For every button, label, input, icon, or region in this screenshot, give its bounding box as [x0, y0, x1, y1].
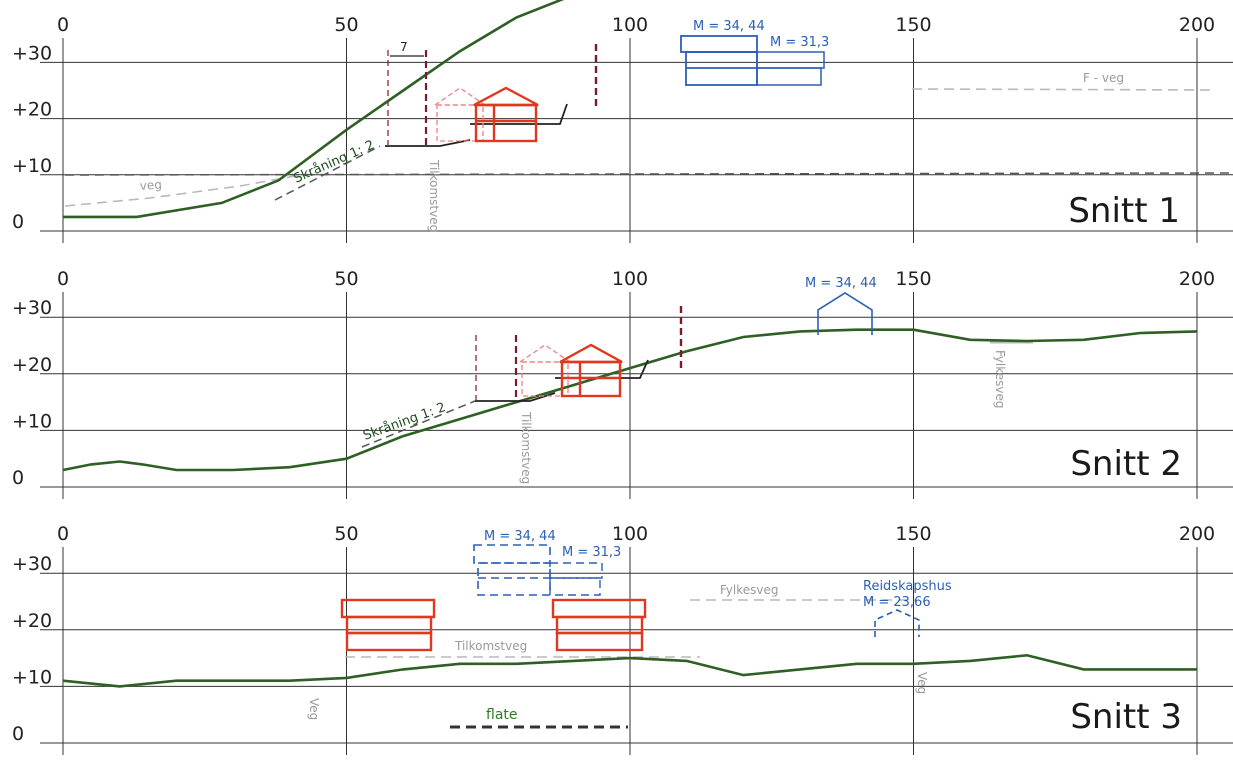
y-tick-label: 0	[12, 211, 24, 233]
county-road-label: Fylkesveg	[720, 583, 779, 597]
building-level-label: M = 34, 44	[805, 276, 877, 291]
road-label-left: Veg	[307, 698, 321, 720]
x-tick-label: 100	[612, 268, 648, 290]
x-tick-label: 100	[612, 14, 648, 36]
building-m34	[680, 35, 758, 86]
y-tick-label: +10	[12, 410, 52, 432]
y-tick-label: +10	[12, 666, 52, 688]
platform-outline-2	[470, 103, 568, 125]
x-tick-label: 200	[1179, 14, 1215, 36]
section-title-snitt-2: Snitt 2	[1070, 444, 1182, 484]
x-tick-label: 200	[1179, 268, 1215, 290]
platform-outline	[385, 139, 471, 147]
slope-line	[274, 145, 381, 201]
x-tick-label: 150	[895, 268, 931, 290]
x-tick-label: 150	[895, 14, 931, 36]
x-tick-label: 50	[334, 523, 358, 545]
building-m34-outline	[473, 544, 551, 596]
access-road-label: Tilkomstveg	[519, 411, 533, 484]
road-label-right: Veg	[915, 672, 929, 694]
tool-house-outline	[874, 609, 920, 637]
flat-surface-label: flate	[486, 707, 518, 723]
road-line-right	[911, 88, 1213, 91]
grid-snitt-2	[40, 292, 1233, 499]
building-level-label-2: M = 31,3	[562, 545, 621, 560]
road-label-right: F - veg	[1083, 71, 1124, 85]
house-left	[340, 598, 436, 652]
grid-snitt-1	[40, 38, 1233, 243]
x-tick-label: 0	[57, 268, 69, 290]
y-tick-label: 0	[12, 467, 24, 489]
tool-house-level-label: M = 23,66	[863, 595, 931, 610]
y-tick-label: +20	[12, 610, 52, 632]
panel-snitt-1: 0 50 100 150 200+30+20+100 veg F - veg Skrån…	[12, 0, 1233, 243]
house-right	[551, 598, 647, 652]
dimension-label: 7	[400, 40, 408, 54]
access-road-label: Tilkomstveg	[427, 159, 441, 232]
axis-labels-snitt-2: 0 50 100 150 200 +30 +20 +10 0	[12, 268, 1215, 489]
house	[473, 86, 539, 143]
terrain-line-snitt-3	[62, 653, 1197, 688]
slope-line	[361, 400, 476, 448]
terrain-line-snitt-1	[63, 0, 565, 219]
x-tick-label: 0	[57, 14, 69, 36]
y-tick-label: +30	[12, 297, 52, 319]
building-m31	[756, 51, 825, 86]
slope-label: Skråning 1: 2	[361, 400, 448, 444]
road-line-left	[64, 175, 296, 207]
y-tick-label: +20	[12, 354, 52, 376]
x-tick-label: 50	[334, 268, 358, 290]
y-tick-label: +10	[12, 155, 52, 177]
terrain-line-snitt-2	[62, 328, 1198, 472]
building-level-label-2: M = 31,3	[770, 35, 829, 50]
y-tick-label: +30	[12, 553, 52, 575]
y-tick-label: +20	[12, 99, 52, 121]
building-level-label: M = 34, 44	[484, 529, 556, 544]
y-tick-label: 0	[12, 723, 24, 745]
y-tick-label: +30	[12, 42, 52, 64]
section-title-snitt-3: Snitt 3	[1070, 697, 1182, 737]
road-label-left: veg	[139, 177, 162, 193]
building-m31-outline	[549, 562, 603, 596]
axis-labels-snitt-3: 0 50 100 150 200 +30 +20 +10 0	[12, 523, 1215, 745]
building-m34	[817, 292, 873, 335]
x-tick-label: 50	[334, 14, 358, 36]
road-label-right: Fylkesveg	[993, 350, 1007, 409]
tool-house-label: Reidskapshus	[863, 579, 952, 594]
x-tick-label: 150	[895, 523, 931, 545]
section-title-snitt-1: Snitt 1	[1068, 191, 1180, 231]
platform-outline	[475, 392, 556, 402]
x-tick-label: 0	[57, 523, 69, 545]
panel-snitt-3: 0 50 100 150 200 +30 +20 +10 0 Fylkesveg Tilkoms…	[12, 523, 1233, 755]
x-tick-label: 200	[1179, 523, 1215, 545]
axis-labels-snitt-1: 0 50 100 150 200 +30 +20 +10 0	[12, 14, 1215, 233]
house-ghost	[432, 87, 488, 142]
x-tick-label: 100	[612, 523, 648, 545]
building-level-label: M = 34, 44	[693, 19, 765, 34]
access-road-label: Tilkomstveg	[454, 639, 527, 653]
panel-snitt-2: 0 50 100 150 200 +30 +20 +10 0 Fylkesveg Skrånin…	[12, 268, 1233, 499]
house	[559, 343, 623, 398]
